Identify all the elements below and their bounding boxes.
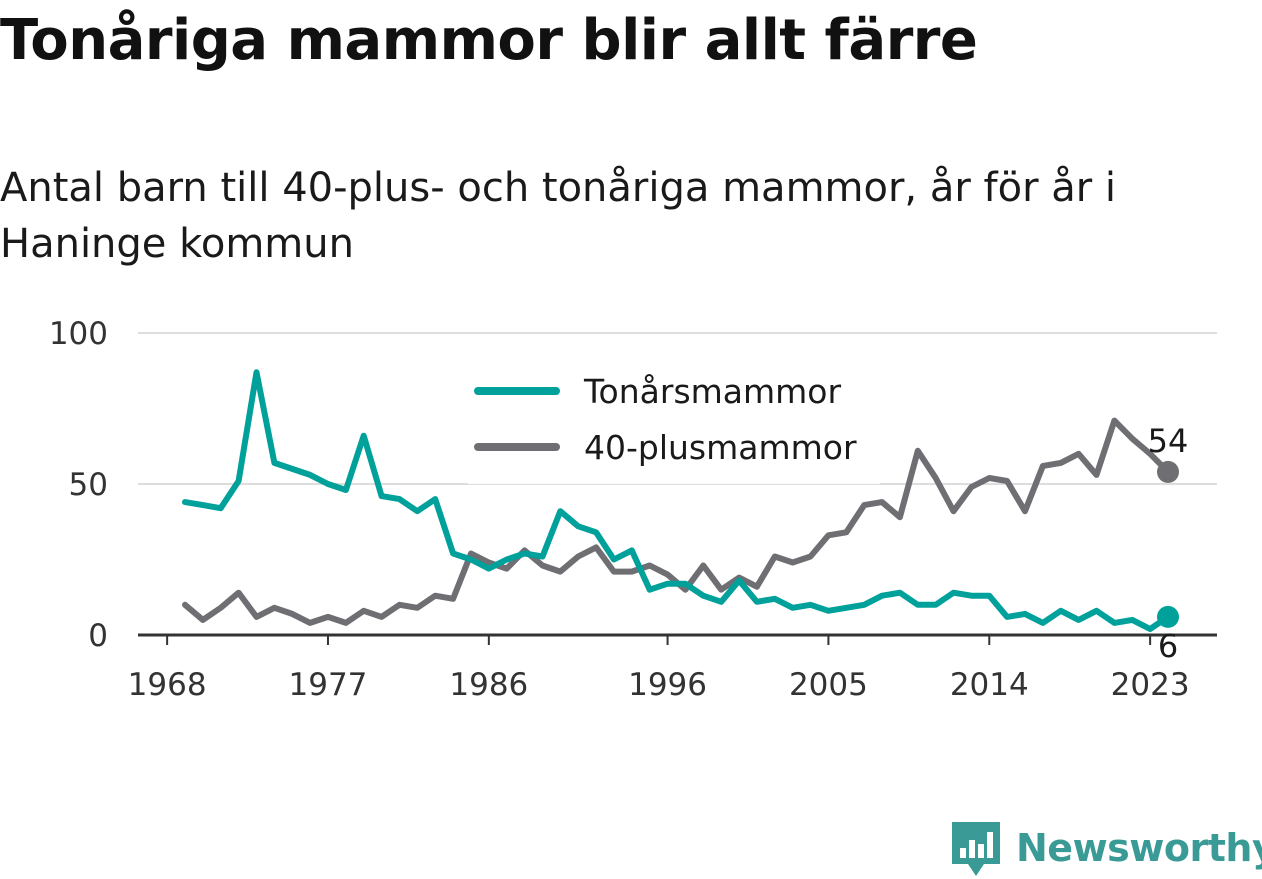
x-tick-label: 1996 — [628, 667, 707, 703]
x-tick-label: 2005 — [789, 667, 868, 703]
legend-label: 40-plusmammor — [584, 428, 857, 467]
x-tick-label: 1977 — [289, 667, 368, 703]
chart-title: Tonåriga mammor blir allt färre — [0, 8, 978, 73]
y-tick-label: 50 — [69, 467, 108, 503]
newsworthy-logo: Newsworthy — [950, 818, 1262, 878]
newsworthy-logo-icon — [952, 822, 1000, 876]
x-tick-label: 1968 — [128, 667, 207, 703]
chart-subtitle: Antal barn till 40-plus- och tonåriga ma… — [0, 165, 1117, 267]
newsworthy-logo-text: Newsworthy — [1016, 826, 1262, 870]
x-tick-label: 1986 — [449, 667, 528, 703]
series-end-point — [1157, 605, 1179, 628]
series-end-point — [1157, 460, 1179, 483]
series-line — [182, 369, 1171, 632]
legend-label: Tonårsmammor — [583, 372, 841, 411]
y-tick-label: 100 — [49, 316, 108, 352]
x-tick-label: 2014 — [950, 667, 1029, 703]
end-value-label: 54 — [1148, 422, 1189, 460]
end-value-label: 6 — [1158, 627, 1178, 665]
x-tick-label: 2023 — [1111, 667, 1190, 703]
y-tick-label: 0 — [88, 618, 108, 654]
